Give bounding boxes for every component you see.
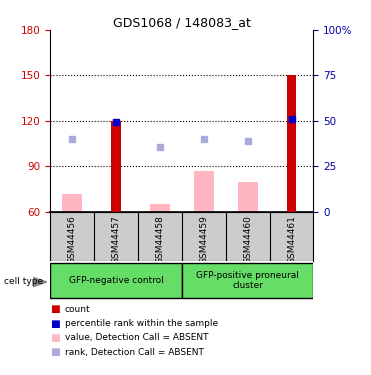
Text: ■: ■: [50, 347, 60, 357]
Bar: [111, 121, 121, 212]
Bar: [182, 262, 313, 298]
Text: GSM44456: GSM44456: [68, 215, 76, 264]
Bar: [62, 194, 82, 212]
Text: GSM44461: GSM44461: [287, 215, 296, 264]
Text: ■: ■: [50, 304, 60, 314]
Text: ■: ■: [50, 333, 60, 343]
Bar: [50, 262, 182, 298]
Text: rank, Detection Call = ABSENT: rank, Detection Call = ABSENT: [65, 348, 204, 357]
Text: cell type: cell type: [4, 278, 43, 286]
Bar: [150, 204, 170, 212]
Text: value, Detection Call = ABSENT: value, Detection Call = ABSENT: [65, 333, 209, 342]
Text: percentile rank within the sample: percentile rank within the sample: [65, 319, 218, 328]
Text: count: count: [65, 305, 91, 314]
Polygon shape: [33, 277, 47, 287]
Bar: [238, 182, 257, 212]
Text: ■: ■: [50, 319, 60, 328]
Bar: [287, 75, 296, 212]
Text: GSM44459: GSM44459: [199, 215, 208, 264]
Text: GSM44458: GSM44458: [155, 215, 164, 264]
Text: GSM44460: GSM44460: [243, 215, 252, 264]
Title: GDS1068 / 148083_at: GDS1068 / 148083_at: [113, 16, 251, 29]
Text: GFP-negative control: GFP-negative control: [69, 276, 163, 285]
Text: GSM44457: GSM44457: [111, 215, 121, 264]
Text: GFP-positive proneural
cluster: GFP-positive proneural cluster: [196, 271, 299, 290]
Bar: [194, 171, 214, 212]
